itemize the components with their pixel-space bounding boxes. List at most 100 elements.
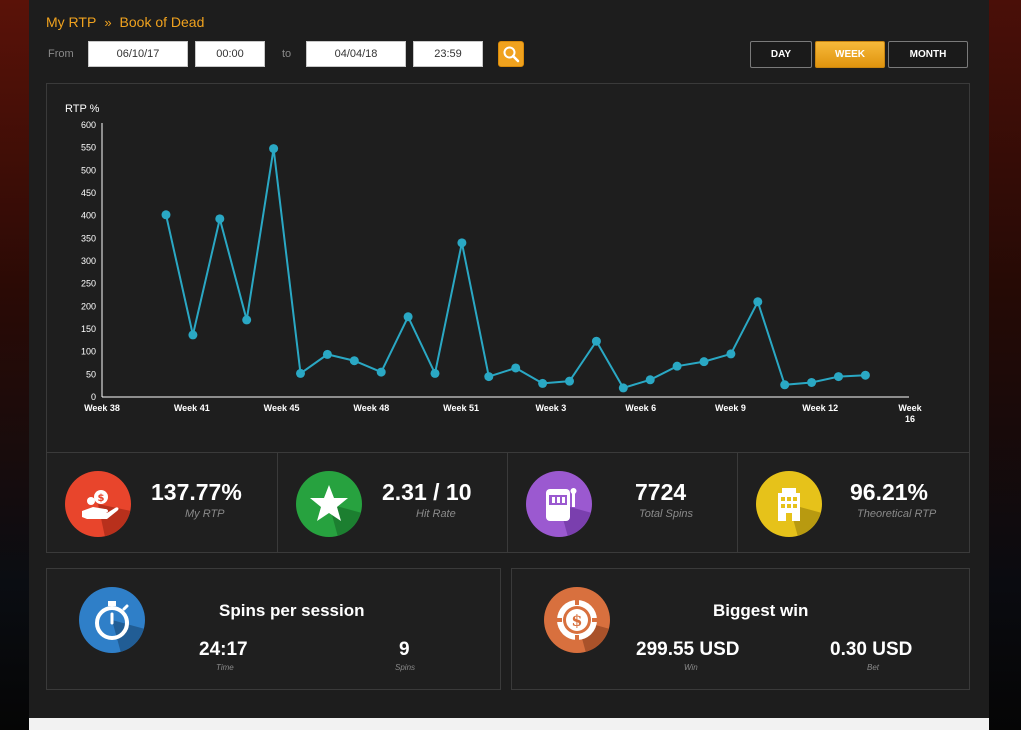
session-time-label: Time (216, 663, 234, 672)
rtp-data-point (591, 336, 601, 346)
rtp-data-point (618, 383, 628, 393)
x-tick-label: Week 41 (174, 403, 210, 413)
theoretical-rtp-value: 96.21% (850, 479, 929, 505)
hit-rate-label: Hit Rate (416, 508, 456, 520)
y-tick-label: 600 (81, 120, 96, 130)
y-tick-label: 500 (81, 165, 96, 175)
y-tick-label: 450 (81, 188, 96, 198)
stat-total-spins: 7724 Total Spins (507, 453, 737, 552)
rtp-chart: RTP % 0 50 100 150 200 250 300 350 400 450 500 550 60… (46, 83, 970, 453)
biggest-win-bet-value: 0.30 USD (830, 639, 913, 660)
biggest-win-label: Win (684, 663, 698, 672)
from-date-input[interactable] (88, 41, 188, 67)
rtp-data-point (699, 357, 709, 367)
rtp-data-point (322, 349, 332, 359)
y-tick-label: 550 (81, 143, 96, 153)
session-spins-value: 9 (399, 639, 410, 660)
rtp-data-point (403, 312, 413, 322)
y-axis-label: RTP % (65, 103, 100, 115)
rtp-data-point (860, 370, 870, 380)
total-spins-value: 7724 (635, 479, 687, 505)
rtp-data-point (511, 363, 521, 373)
week-button[interactable]: WEEK (815, 41, 885, 68)
rtp-series-line (165, 148, 866, 390)
background-left (0, 0, 30, 730)
background-right (989, 0, 1021, 730)
x-tick-label: Week 16 (898, 403, 922, 424)
breadcrumb-current: Book of Dead (119, 14, 205, 30)
y-tick-label: 250 (81, 279, 96, 289)
spins-per-session-title: Spins per session (219, 601, 365, 620)
my-rtp-value: 137.77% (151, 479, 242, 505)
breadcrumb-root[interactable]: My RTP (46, 14, 97, 30)
from-label: From (48, 48, 74, 60)
rtp-data-point (457, 238, 467, 248)
search-button[interactable] (498, 41, 524, 67)
rtp-data-point (753, 297, 763, 307)
biggest-win-title: Biggest win (713, 601, 809, 620)
rtp-data-point (269, 144, 279, 154)
rtp-data-point (565, 376, 574, 386)
rtp-line-chart: RTP % 0 50 100 150 200 250 300 350 400 450 500 550 60… (65, 103, 923, 424)
rtp-data-point (645, 375, 655, 385)
month-button[interactable]: MONTH (888, 41, 968, 68)
y-tick-label: 100 (81, 347, 96, 357)
rtp-data-point (215, 214, 225, 224)
session-spins-label: Spins (395, 663, 416, 672)
stat-my-rtp: $ 137.77% My RTP (47, 453, 277, 552)
rtp-data-point (430, 368, 440, 378)
x-tick-label: Week 3 (535, 403, 566, 413)
biggest-win-bet-label: Bet (867, 663, 880, 672)
to-label: to (282, 48, 292, 60)
rtp-data-point (538, 378, 548, 388)
to-time-input[interactable] (413, 41, 483, 67)
stat-theoretical-rtp: 96.21% Theoretical RTP (737, 453, 967, 552)
y-tick-label: 200 (81, 301, 96, 311)
rtp-data-point (780, 380, 790, 390)
rtp-data-point (349, 356, 359, 366)
casino-building-icon (756, 471, 822, 537)
rtp-data-point (672, 361, 682, 371)
rtp-data-point (834, 372, 843, 382)
search-icon (503, 46, 520, 63)
casino-chip-icon: $ (544, 587, 610, 653)
rtp-data-point (188, 330, 198, 340)
rtp-data-point (726, 349, 736, 359)
breadcrumb: My RTP » Book of Dead (46, 14, 204, 30)
x-tick-label: Week 12 (802, 403, 838, 413)
to-date-input[interactable] (306, 41, 406, 67)
rtp-data-point (484, 372, 494, 382)
biggest-win-value: 299.55 USD (636, 639, 740, 660)
rtp-data-point (296, 368, 305, 378)
from-time-input[interactable] (195, 41, 265, 67)
stopwatch-icon (79, 587, 145, 653)
session-time-value: 24:17 (199, 639, 248, 660)
bottom-strip (29, 718, 989, 730)
day-button[interactable]: DAY (750, 41, 812, 68)
biggest-win-card: $ Biggest win 299.55 USD Win 0.30 USD Be… (511, 568, 970, 690)
x-tick-label: Week 6 (625, 403, 656, 413)
stat-hit-rate: 2.31 / 10 Hit Rate (277, 453, 507, 552)
breadcrumb-separator: » (104, 15, 112, 30)
y-tick-label: 50 (86, 369, 96, 379)
x-tick-label: Week 48 (353, 403, 389, 413)
spins-per-session-card: Spins per session 24:17 Time 9 Spins (46, 568, 501, 690)
stats-row: $ 137.77% My RTP 2.31 / 10 Hit Rate (46, 452, 970, 553)
slot-machine-icon (526, 471, 592, 537)
rtp-data-point (376, 367, 386, 377)
total-spins-label: Total Spins (639, 508, 694, 520)
x-tick-label: Week 51 (443, 403, 479, 413)
y-tick-label: 150 (81, 324, 96, 334)
x-tick-label: Week 9 (715, 403, 746, 413)
hit-rate-value: 2.31 / 10 (382, 479, 472, 505)
rtp-data-point (242, 315, 252, 325)
theoretical-rtp-label: Theoretical RTP (857, 508, 937, 520)
y-tick-label: 400 (81, 211, 96, 221)
svg-text:$: $ (98, 493, 105, 504)
y-tick-label: 0 (91, 392, 96, 402)
hand-money-icon: $ (65, 471, 131, 537)
x-tick-label: Week 38 (84, 403, 120, 413)
x-tick-label: Week 45 (264, 403, 300, 413)
star-icon (296, 471, 362, 537)
rtp-data-point (807, 377, 817, 387)
